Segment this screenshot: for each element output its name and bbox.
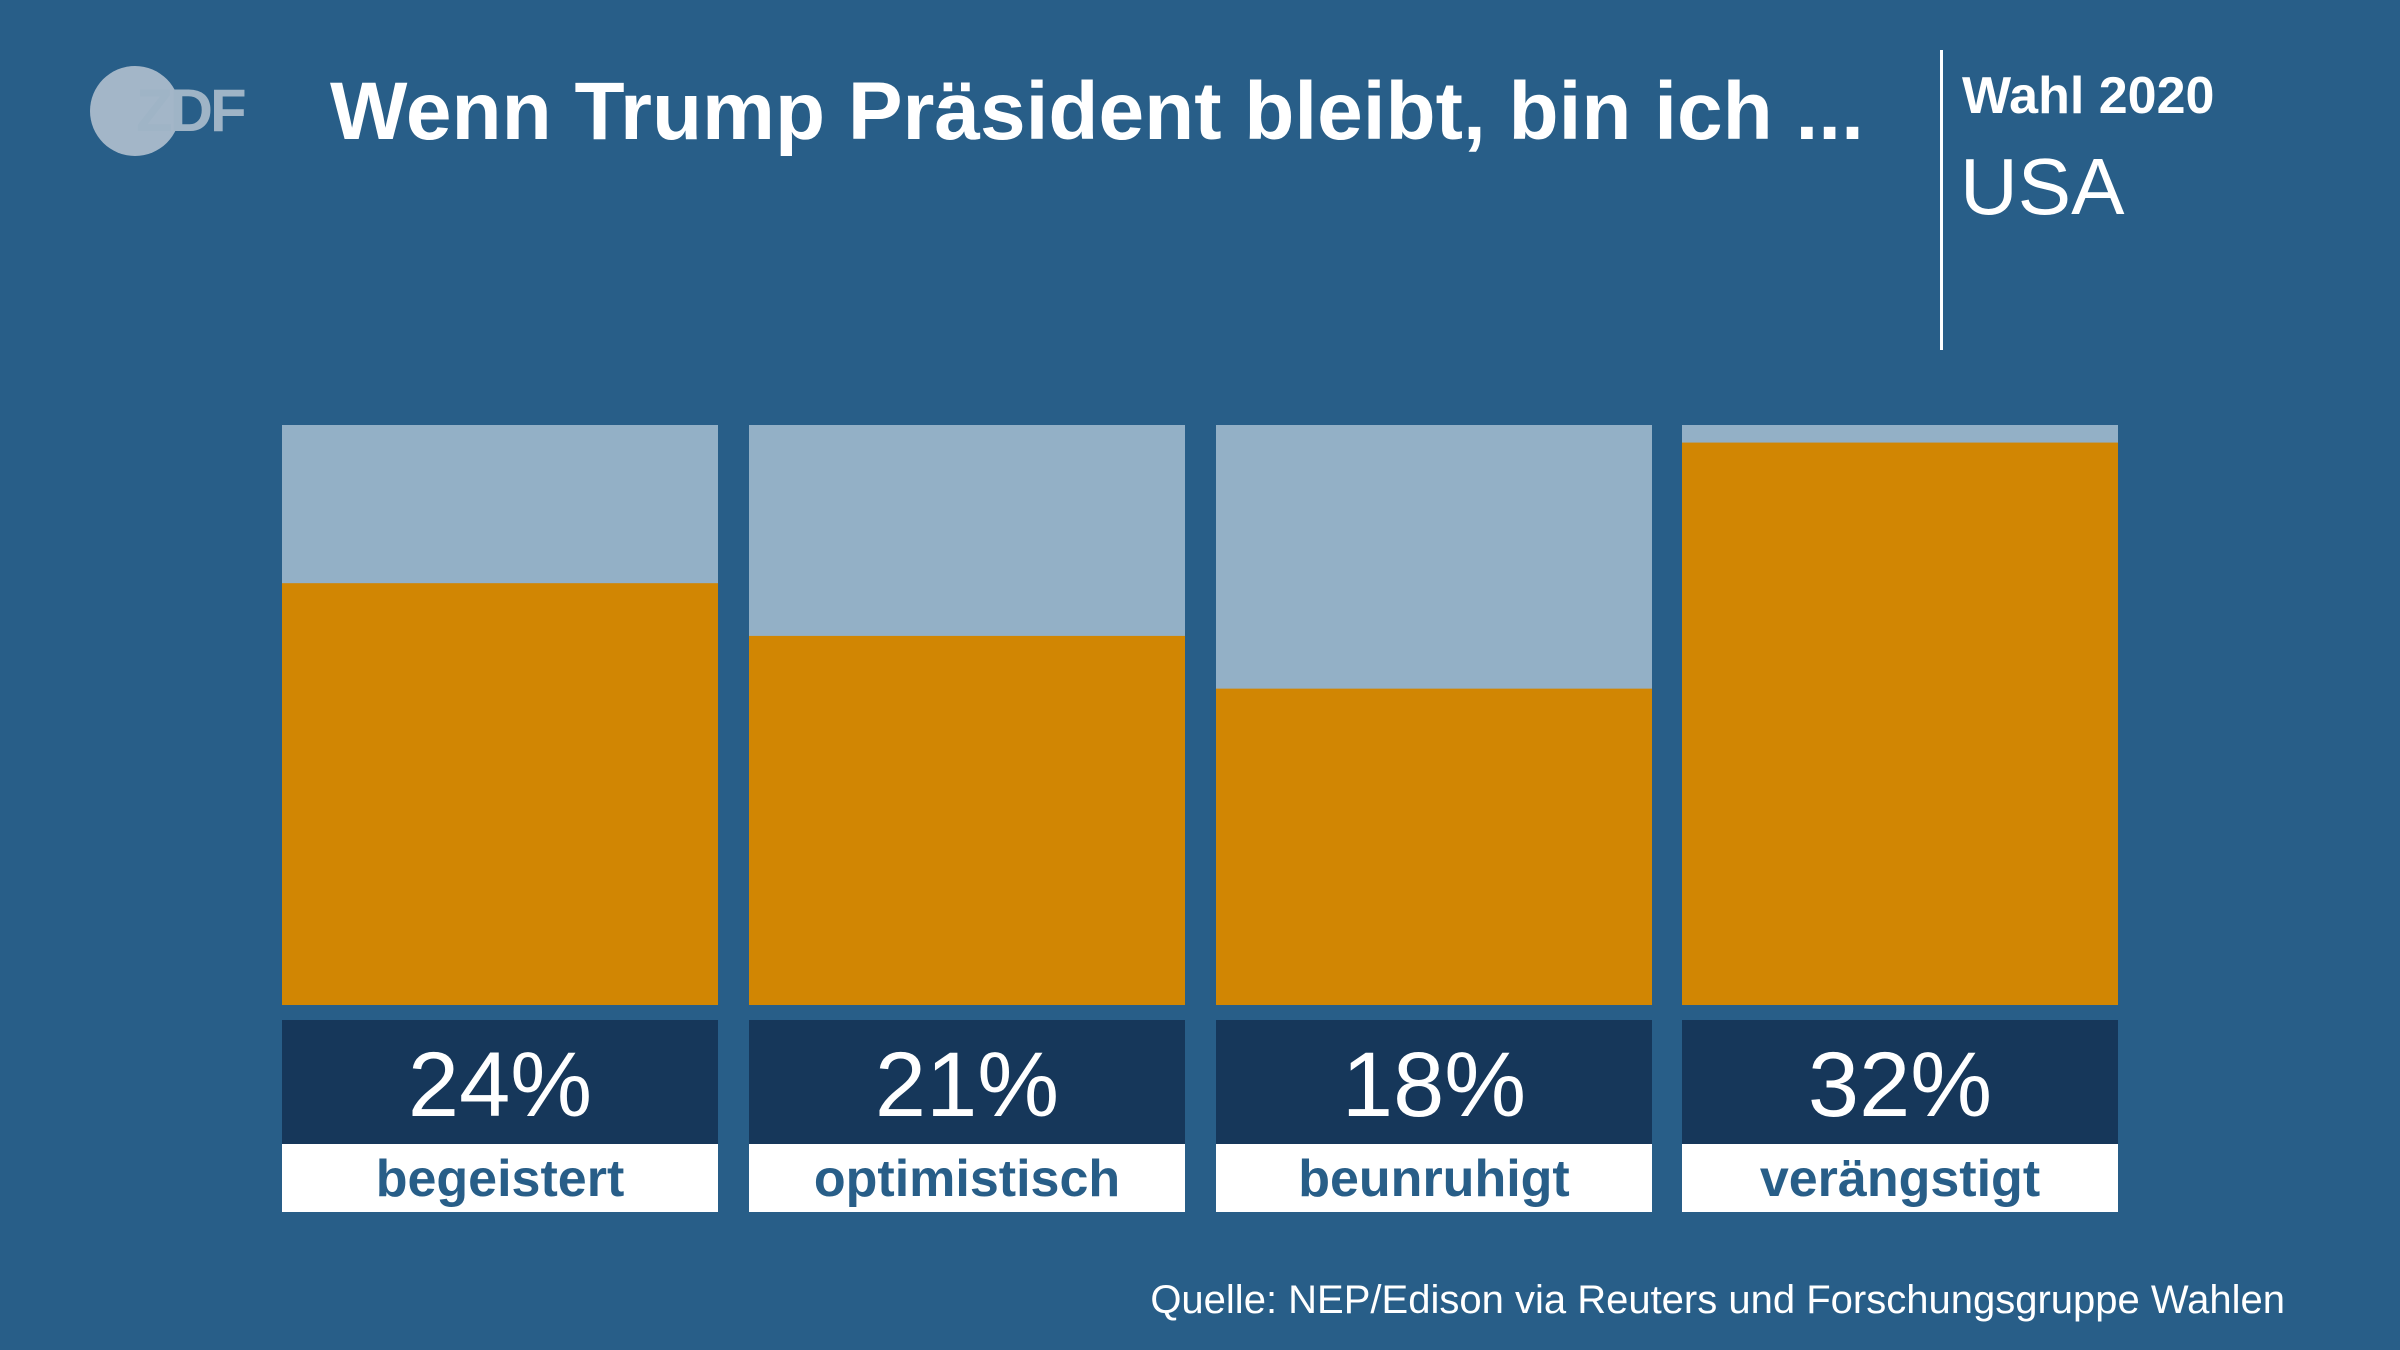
- category-label-3: verängstigt: [1760, 1150, 2040, 1208]
- region-label: USA: [1960, 142, 2125, 231]
- header-divider: [1940, 50, 1943, 350]
- value-box-1: [749, 1020, 1185, 1144]
- zdf-logo: ZDF: [90, 66, 250, 158]
- value-label-3: 32%: [1808, 1034, 1992, 1136]
- bar-begeistert: [282, 583, 718, 1005]
- category-box-0: [282, 1144, 718, 1212]
- logo-text: ZDF: [136, 77, 247, 144]
- category-box-1: [749, 1144, 1185, 1212]
- chart-title: Wenn Trump Präsident bleibt, bin ich ...: [330, 66, 1864, 157]
- category-label-0: begeistert: [376, 1150, 625, 1208]
- category-box-2: [1216, 1144, 1652, 1212]
- bar-verängstigt: [1682, 442, 2118, 1005]
- value-label-1: 21%: [875, 1034, 1059, 1136]
- bar-beunruhigt: [1216, 688, 1652, 1005]
- logo-circle-icon: [90, 66, 180, 156]
- subtitle: Wahl 2020: [1962, 67, 2215, 125]
- value-box-3: [1682, 1020, 2118, 1144]
- source-note: Quelle: NEP/Edison via Reuters und Forsc…: [1150, 1278, 2285, 1322]
- value-label-2: 18%: [1342, 1034, 1526, 1136]
- value-label-0: 24%: [408, 1034, 592, 1136]
- category-label-2: beunruhigt: [1298, 1150, 1570, 1208]
- category-box-3: [1682, 1144, 2118, 1212]
- bar-optimistisch: [749, 635, 1185, 1005]
- category-label-1: optimistisch: [814, 1150, 1120, 1208]
- value-box-2: [1216, 1020, 1652, 1144]
- value-box-0: [282, 1020, 718, 1144]
